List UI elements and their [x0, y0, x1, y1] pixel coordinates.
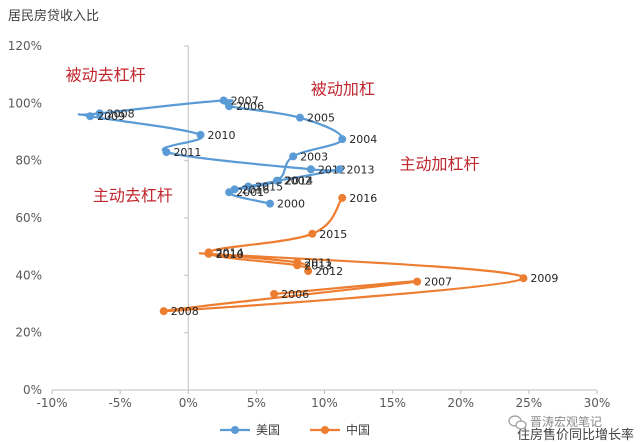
data-point — [289, 152, 298, 161]
point-label: 2011 — [304, 256, 332, 269]
legend-label: 美国 — [256, 423, 280, 437]
data-point — [95, 109, 104, 118]
point-label: 2000 — [277, 198, 305, 211]
point-label: 2012 — [315, 265, 343, 278]
data-point — [295, 113, 304, 122]
watermark: 晋涛宏观笔记 — [508, 414, 602, 430]
x-tick-label: 10% — [311, 396, 338, 410]
point-label: 2009 — [97, 110, 125, 123]
data-point — [306, 165, 315, 174]
y-tick-label: 80% — [15, 154, 42, 168]
data-point — [196, 130, 205, 139]
series-layer: 2000200120022003200420052006200720082009… — [77, 94, 558, 318]
point-label: 2006 — [236, 100, 264, 113]
y-tick-label: 20% — [15, 326, 42, 340]
data-point — [159, 307, 168, 316]
data-point — [270, 289, 279, 298]
data-point — [266, 199, 274, 208]
point-label: 2007 — [231, 94, 259, 107]
data-point — [308, 229, 317, 238]
point-label: 2006 — [281, 288, 309, 301]
x-tick-label: -5% — [108, 396, 131, 410]
legend-swatch-marker — [321, 426, 329, 434]
x-tick-label: -10% — [36, 396, 67, 410]
point-label: 2004 — [349, 133, 377, 146]
series-usa: 2000200120022003200420052006200720082009… — [77, 94, 377, 211]
data-point — [304, 267, 313, 276]
point-label: 2008 — [107, 107, 135, 120]
data-point — [338, 135, 347, 144]
point-label: 2015 — [255, 180, 283, 193]
point-label: 2005 — [307, 112, 335, 125]
axes: -10% -5% 0% 5% 10% 15% 20% 25% 30% 0% 20% 40% 60% 80%… — [8, 39, 611, 410]
legend-item-china: 中国 — [310, 422, 370, 437]
x-tick-label: 5% — [247, 396, 266, 410]
data-point — [162, 148, 171, 157]
x-tick-label: 15% — [379, 396, 406, 410]
point-label: 2009 — [530, 272, 558, 285]
x-tick-label: 30% — [584, 396, 611, 410]
point-label: 2016 — [242, 183, 270, 196]
point-label: 2016 — [349, 192, 377, 205]
point-label: 2010 — [208, 129, 236, 142]
quadrant-label: 主动去杠杆 — [93, 186, 173, 205]
point-label: 2010 — [216, 248, 244, 261]
point-label: 2013 — [346, 163, 374, 176]
data-point — [244, 182, 253, 191]
quadrant-label: 被动加杠 — [311, 80, 375, 99]
data-point — [293, 261, 302, 270]
point-label: 2008 — [171, 305, 199, 318]
x-tick-label: 0% — [179, 396, 198, 410]
x-axis-title: 住房售价同比增长率 — [517, 427, 634, 443]
data-point — [225, 102, 234, 111]
point-label: 2014 — [285, 175, 313, 188]
x-tick-label: 25% — [516, 396, 543, 410]
y-tick-label: 0% — [23, 383, 42, 397]
data-point — [219, 96, 228, 105]
point-label: 2013 — [304, 259, 332, 272]
y-tick-label: 60% — [15, 211, 42, 225]
data-point — [519, 274, 528, 283]
data-point — [86, 112, 95, 121]
wechat-icon — [508, 415, 527, 430]
y-tick-label: 100% — [8, 96, 42, 110]
watermark-text: 晋涛宏观笔记 — [530, 414, 602, 429]
legend-item-usa: 美国 — [220, 423, 280, 437]
point-label: 2002 — [284, 175, 312, 188]
data-point — [274, 176, 283, 185]
legend-swatch-marker — [231, 426, 239, 434]
y-axis-title: 居民房贷收入比 — [8, 8, 99, 24]
data-point — [338, 193, 347, 202]
point-label: 2003 — [300, 150, 328, 163]
data-point — [335, 165, 344, 174]
y-tick-label: 40% — [15, 268, 42, 282]
data-point — [413, 277, 422, 286]
legend: 美国 中国 — [220, 422, 370, 437]
y-tick-label: 120% — [8, 39, 42, 53]
quadrant-label: 被动去杠杆 — [66, 65, 146, 84]
legend-label: 中国 — [346, 422, 370, 437]
point-label: 2007 — [424, 276, 452, 289]
x-tick-label: 20% — [447, 396, 474, 410]
point-label: 2014 — [216, 246, 244, 259]
data-point — [204, 248, 213, 257]
point-label: 2001 — [236, 186, 264, 199]
point-label: 2011 — [173, 146, 201, 159]
data-point — [230, 185, 239, 194]
point-label: 2015 — [319, 228, 347, 241]
quadrant-label: 主动加杠杆 — [399, 154, 479, 173]
